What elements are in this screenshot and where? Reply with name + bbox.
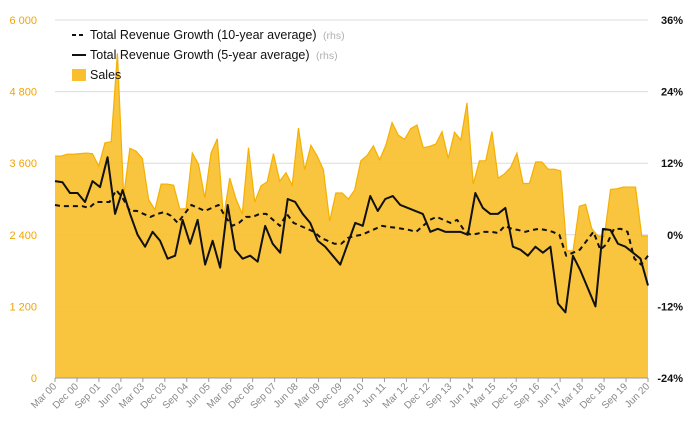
x-tick-label: Jun 20 [623, 381, 652, 410]
legend: Total Revenue Growth (10-year average) (… [72, 28, 345, 82]
y-right-tick-label: 0% [667, 230, 683, 242]
y-left-tick-label: 2 400 [9, 230, 37, 242]
y-right-tick-label: -12% [657, 301, 683, 313]
growth-5yr-line [54, 156, 649, 314]
y-left-tick-label: 3 600 [9, 158, 37, 170]
legend-label-sales: Sales [90, 68, 121, 82]
right-axis: -24% -12% 0% 12% 24% 36% [657, 15, 683, 385]
y-left-tick-label: 6 000 [9, 15, 37, 27]
left-axis: 0 1 200 2 400 3 600 4 800 6 000 [9, 15, 37, 385]
sales-area-layer [55, 53, 648, 378]
y-left-tick-label: 1 200 [9, 301, 37, 313]
y-right-tick-label: 12% [661, 158, 683, 170]
legend-swatch-sales [72, 69, 86, 81]
sales-outline [55, 53, 648, 252]
y-right-tick-label: 36% [661, 15, 683, 27]
y-right-tick-label: -24% [657, 373, 683, 385]
y-right-tick-label: 24% [661, 87, 683, 99]
legend-label-5yr: Total Revenue Growth (5-year average) (r… [90, 48, 338, 62]
sales-area [55, 53, 648, 378]
legend-label-10yr: Total Revenue Growth (10-year average) (… [90, 28, 345, 42]
legend-suffix-5yr: (rhs) [316, 50, 338, 62]
legend-suffix-10yr: (rhs) [323, 30, 345, 42]
y-left-tick-label: 0 [31, 373, 37, 385]
growth-10yr-line [54, 189, 649, 266]
growth-lines-layer [54, 156, 649, 314]
y-left-tick-label: 4 800 [9, 87, 37, 99]
